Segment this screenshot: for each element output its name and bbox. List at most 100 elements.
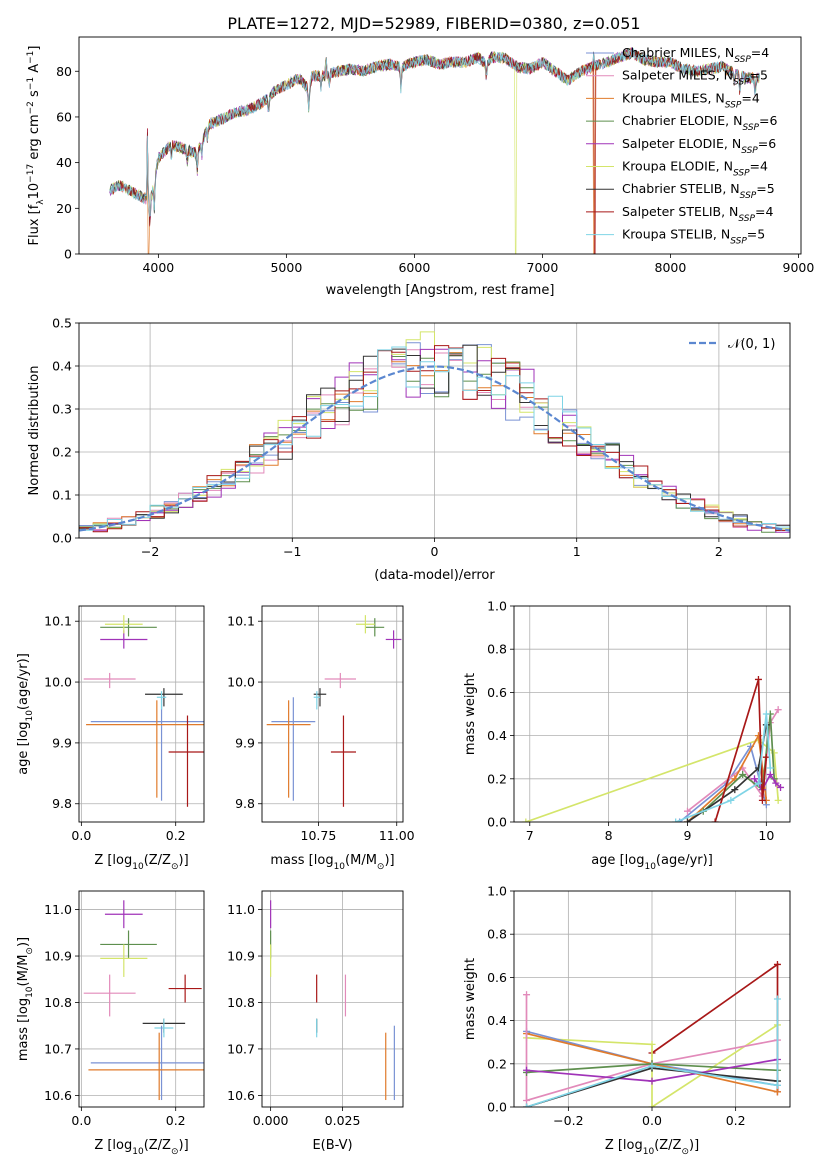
weight-lines [523, 960, 781, 1107]
legend-nssp: 4 [752, 90, 760, 105]
weight-marker [758, 796, 766, 804]
weight-marker [648, 1103, 656, 1107]
weight-line-salpeter-stelib [714, 679, 768, 822]
x-axis-label-part: ⊙ [681, 1147, 689, 1157]
y-tick-label: 0 [64, 247, 72, 262]
legend-eq: = [758, 136, 768, 151]
axes-frame [261, 890, 404, 1108]
weight-marker [711, 818, 719, 822]
y-axis-label: Flux [fλ10−17 erg cm−2 s−1 A−1] [26, 46, 46, 246]
legend-model: Salpeter ELODIE [622, 136, 724, 151]
legend-nssp: 6 [768, 136, 776, 151]
spectrum-line-salpeter-stelib [109, 49, 760, 254]
x-tick-label: 8 [605, 828, 613, 843]
y-tick-label: 80 [56, 64, 72, 79]
legend-n: , N [716, 159, 733, 174]
y-tick-label: 1.0 [487, 884, 507, 899]
legend-nssp: 5 [757, 227, 765, 242]
legend-n: , N [722, 181, 739, 196]
y-tick-label: 9.9 [52, 735, 72, 750]
errorbar-point [90, 697, 204, 801]
y-tick-label: 9.8 [235, 796, 255, 811]
legend-entry: Kroupa ELODIE, NSSP=4 [622, 159, 768, 179]
x-axis-label-part: 10 [334, 862, 346, 872]
axes-frame [513, 890, 791, 1108]
legend-model: Chabrier ELODIE [622, 113, 725, 128]
x-tick-label: 0.2 [726, 1113, 746, 1128]
errorbar-point [156, 691, 167, 710]
legend-entry: Chabrier MILES, NSSP=4 [622, 45, 769, 65]
spectrum-lines [109, 46, 760, 254]
legend-ssp-sub: SSP [733, 78, 750, 88]
y-tick-label: 0.4 [52, 359, 72, 374]
weight-marker [773, 995, 781, 1003]
x-tick-label: −0.2 [553, 1113, 583, 1128]
x-axis-label-part: (Z/Z [144, 1138, 171, 1153]
weight-marker [523, 1103, 531, 1107]
x-axis-label: mass [log10(M/M⊙)] [270, 853, 394, 872]
legend-n: , N [707, 90, 724, 105]
y-tick-label: 10.9 [227, 949, 255, 964]
errorbar-point [100, 930, 157, 959]
weight-marker [766, 764, 774, 772]
x-axis-label-part: (Z/Z [654, 1138, 681, 1153]
panel-residuals: −2 −1 0 1 2 0.0 0.1 0.2 0.3 0.4 0.5 (data-model)/er… [27, 316, 791, 583]
y-axis-label-part: 10 [25, 986, 35, 998]
spectrum-line-kroupa-stelib [109, 48, 760, 217]
weight-line-chabrier-miles [679, 744, 768, 822]
x-tick-label: 0.2 [166, 828, 186, 843]
axes-frame [78, 605, 205, 823]
y-tick-label: 0.4 [487, 1013, 507, 1028]
axes-frame [261, 605, 404, 823]
y-axis-label-part: age [log [16, 722, 31, 775]
weight-marker [739, 770, 747, 778]
weight-marker [773, 960, 781, 968]
y-axis-label-part: Flux [f [27, 204, 42, 245]
y-tick-label: 60 [56, 109, 72, 124]
y-tick-label: 0.6 [487, 685, 507, 700]
x-axis-label: Z [log10(Z/Z⊙)] [605, 1138, 699, 1157]
weight-marker [777, 783, 785, 791]
normal-curve [79, 365, 790, 532]
y-axis-label-part: 10 [27, 183, 42, 200]
y-axis-label: mass weight [463, 958, 478, 1040]
x-axis-label-part: (age/yr)] [656, 853, 713, 868]
y-tick-label: 10.7 [44, 1041, 72, 1056]
errorbar-point [266, 700, 311, 798]
y-axis-label-part: mass [log [16, 998, 31, 1061]
y-tick-label: 0.8 [487, 927, 507, 942]
x-axis-label-part: )] [384, 853, 394, 868]
errorbar-point [324, 672, 356, 689]
legend-eq: = [751, 45, 761, 60]
y-tick-label: 11.0 [227, 902, 255, 917]
legend-ssp-sub: SSP [742, 123, 759, 133]
x-axis-label-part: Z [log [94, 853, 132, 868]
legend-n: , N [717, 45, 734, 60]
x-axis-label-part: (Z/Z [144, 853, 171, 868]
y-tick-label: 0.1 [52, 488, 72, 503]
weight-marker [648, 1077, 656, 1085]
errorbar-point [313, 691, 320, 710]
y-axis-label-part: (M/M [16, 955, 31, 987]
errorbar-point [83, 672, 136, 689]
x-tick-label: 0.000 [253, 1113, 289, 1128]
y-axis-label-part: (age/yr)] [16, 653, 31, 710]
legend-eq: = [756, 181, 766, 196]
x-axis-label-part: 10 [132, 862, 144, 872]
y-tick-label: 9.9 [235, 735, 255, 750]
legend-nssp: 4 [761, 45, 769, 60]
errorbar-point [83, 974, 136, 1017]
y-tick-label: 0.2 [487, 1056, 507, 1071]
weight-marker [648, 1040, 656, 1048]
errorbar-point [100, 618, 157, 637]
weight-marker [762, 710, 770, 718]
legend-eq: = [759, 113, 769, 128]
x-axis-label-part: ⊙ [377, 862, 385, 872]
y-tick-label: 10.6 [44, 1088, 72, 1103]
x-tick-label: −2 [141, 544, 159, 559]
x-axis-label-part: 10 [132, 1147, 144, 1157]
legend-n: , N [724, 136, 741, 151]
x-tick-label: 7 [526, 828, 534, 843]
x-axis-label-part: )] [179, 1138, 189, 1153]
